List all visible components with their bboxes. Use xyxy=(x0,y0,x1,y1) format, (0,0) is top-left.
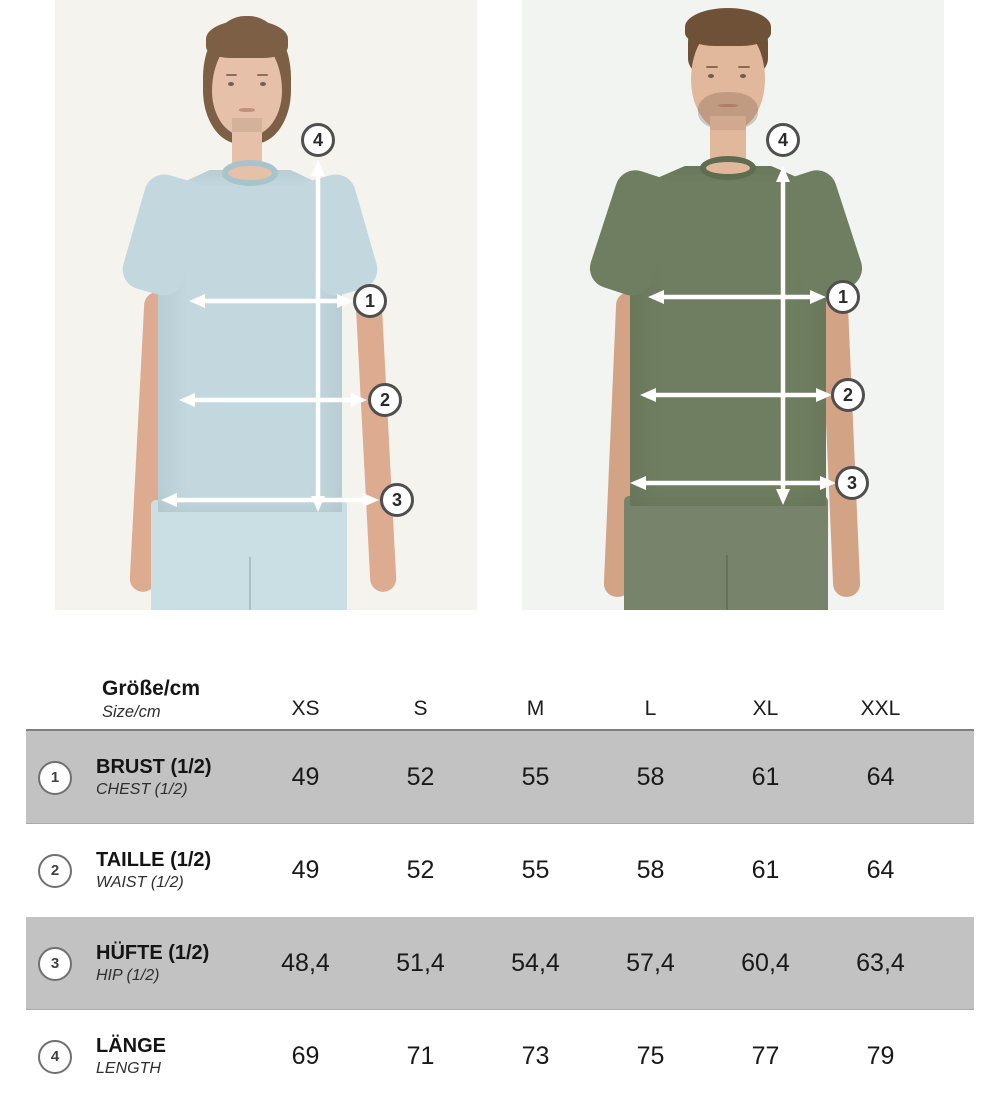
row-label-en: HIP (1/2) xyxy=(96,967,160,985)
column-header-l: L xyxy=(644,697,657,720)
column-header-s: S xyxy=(413,697,428,720)
marker-label: 1 xyxy=(364,290,375,311)
marker-3-hip-woman: 3 xyxy=(380,483,414,517)
woman-hair-top xyxy=(206,20,288,58)
row-number: 1 xyxy=(50,769,60,786)
table-title-en: Size/cm xyxy=(102,703,161,722)
cell-value: 77 xyxy=(751,1042,780,1070)
row-number-badge: 3 xyxy=(38,946,72,981)
column-header-m: M xyxy=(526,697,545,720)
cell-value: 64 xyxy=(866,856,895,884)
cell-value: 79 xyxy=(866,1042,895,1070)
cell-value: 55 xyxy=(521,763,550,791)
man-right-eyebrow xyxy=(738,66,750,68)
marker-label: 1 xyxy=(837,286,848,307)
size-table-title: Größe/cm Size/cm xyxy=(26,676,248,723)
table-row-chest: 1 BRUST (1/2) CHEST (1/2) 49 52 55 58 61… xyxy=(26,729,974,824)
woman-left-eyebrow xyxy=(226,74,237,76)
marker-2-waist-woman: 2 xyxy=(368,383,402,417)
marker-1-chest-man: 1 xyxy=(826,280,860,314)
cell-value: 52 xyxy=(406,856,435,884)
male-model-photo: 4 1 2 3 xyxy=(522,0,944,610)
row-number-badge: 2 xyxy=(38,853,72,888)
marker-3-hip-man: 3 xyxy=(835,466,869,500)
man-left-eye xyxy=(708,74,714,78)
cell-value: 55 xyxy=(521,856,550,884)
man-hair-top xyxy=(685,8,771,46)
row-label: TAILLE (1/2) WAIST (1/2) xyxy=(84,847,248,894)
cell-value: 75 xyxy=(636,1042,665,1070)
marker-label: 3 xyxy=(391,489,402,510)
marker-4-length-man: 4 xyxy=(766,123,800,157)
woman-left-eye xyxy=(228,82,234,86)
row-label-en: WAIST (1/2) xyxy=(96,874,184,892)
man-left-eyebrow xyxy=(706,66,718,68)
row-number-badge: 4 xyxy=(38,1039,72,1074)
man-mouth xyxy=(718,104,738,107)
marker-label: 4 xyxy=(777,129,788,150)
row-label-de: TAILLE (1/2) xyxy=(96,849,212,872)
row-number: 3 xyxy=(50,955,60,972)
marker-label: 3 xyxy=(846,472,857,493)
woman-right-eyebrow xyxy=(257,74,268,76)
woman-pants xyxy=(151,500,347,610)
row-label: LÄNGE LENGTH xyxy=(84,1033,248,1080)
cell-value: 58 xyxy=(636,763,665,791)
cell-value: 61 xyxy=(751,856,780,884)
marker-label: 2 xyxy=(379,389,390,410)
cell-value: 61 xyxy=(751,763,780,791)
man-pants xyxy=(624,496,828,610)
marker-label: 4 xyxy=(312,129,323,150)
size-table-header: Größe/cm Size/cm XS S M L XL XXL xyxy=(26,645,974,729)
cell-value: 49 xyxy=(291,763,320,791)
table-row-waist: 2 TAILLE (1/2) WAIST (1/2) 49 52 55 58 6… xyxy=(26,824,974,917)
marker-1-chest-woman: 1 xyxy=(353,284,387,318)
column-header-xxl: XXL xyxy=(860,697,901,720)
woman-right-eye xyxy=(260,82,266,86)
table-title-de: Größe/cm xyxy=(102,677,201,701)
measurement-arrows-woman xyxy=(161,160,379,512)
row-number: 4 xyxy=(50,1048,60,1065)
row-label: BRUST (1/2) CHEST (1/2) xyxy=(84,754,248,801)
cell-value: 60,4 xyxy=(741,949,790,977)
cell-value: 69 xyxy=(291,1042,320,1070)
cell-value: 73 xyxy=(521,1042,550,1070)
cell-value: 63,4 xyxy=(856,949,905,977)
row-number: 2 xyxy=(50,862,60,879)
cell-value: 52 xyxy=(406,763,435,791)
size-table: Größe/cm Size/cm XS S M L XL XXL 1 BRUST… xyxy=(26,645,974,1103)
cell-value: 71 xyxy=(406,1042,435,1070)
cell-value: 49 xyxy=(291,856,320,884)
row-number-badge: 1 xyxy=(38,760,72,795)
man-collar xyxy=(700,156,756,180)
cell-value: 58 xyxy=(636,856,665,884)
cell-value: 64 xyxy=(866,763,895,791)
marker-2-waist-man: 2 xyxy=(831,378,865,412)
cell-value: 57,4 xyxy=(626,949,675,977)
table-row-hip: 3 HÜFTE (1/2) HIP (1/2) 48,4 51,4 54,4 5… xyxy=(26,917,974,1010)
column-header-xl: XL xyxy=(752,697,779,720)
cell-value: 51,4 xyxy=(396,949,445,977)
cell-value: 54,4 xyxy=(511,949,560,977)
woman-collar xyxy=(222,160,278,186)
row-label: HÜFTE (1/2) HIP (1/2) xyxy=(84,940,248,987)
row-label-de: BRUST (1/2) xyxy=(96,756,212,779)
cell-value: 48,4 xyxy=(281,949,330,977)
row-label-en: CHEST (1/2) xyxy=(96,781,188,799)
marker-label: 2 xyxy=(842,384,853,405)
measurement-arrows-man xyxy=(630,166,836,505)
man-right-eye xyxy=(740,74,746,78)
marker-4-length-woman: 4 xyxy=(301,123,335,157)
table-row-length: 4 LÄNGE LENGTH 69 71 73 75 77 79 xyxy=(26,1010,974,1103)
woman-mouth xyxy=(239,108,255,112)
row-label-de: HÜFTE (1/2) xyxy=(96,942,210,965)
row-label-en: LENGTH xyxy=(96,1060,161,1078)
female-model-photo: 4 1 2 3 xyxy=(55,0,477,610)
row-label-de: LÄNGE xyxy=(96,1035,166,1058)
column-header-xs: XS xyxy=(291,697,320,720)
